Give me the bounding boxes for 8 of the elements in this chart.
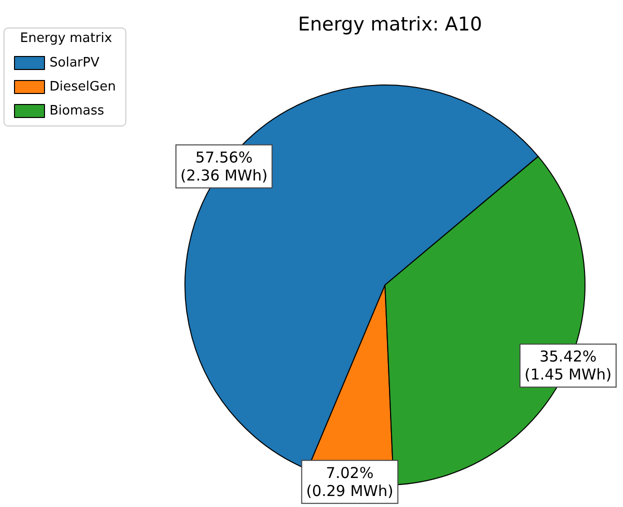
data-label: 35.42% (1.45 MWh) bbox=[524, 348, 612, 384]
legend-label: DieselGen bbox=[50, 80, 116, 94]
legend-label: Biomass bbox=[50, 104, 104, 118]
data-label: 57.56% (2.36 MWh) bbox=[180, 148, 268, 184]
data-label: 7.02% (0.29 MWh) bbox=[306, 464, 394, 500]
legend-title: Energy matrix bbox=[20, 31, 112, 46]
legend-label: SolarPV bbox=[50, 56, 100, 70]
chart-title: Energy matrix: A10 bbox=[298, 14, 482, 36]
